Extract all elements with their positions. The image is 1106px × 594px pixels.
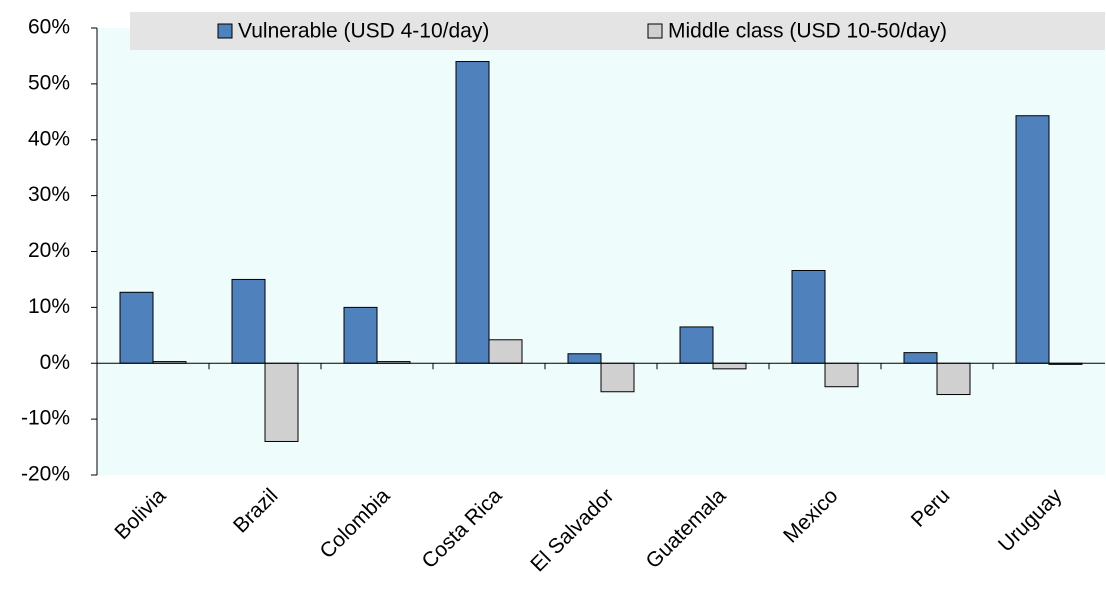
y-tick-label: 40%: [28, 127, 70, 150]
bar: [903, 352, 938, 364]
bar: [343, 306, 378, 364]
plot-area: [97, 28, 1105, 475]
legend-label: Middle class (USD 10-50/day): [668, 20, 947, 43]
bar: [231, 278, 266, 364]
y-tick-label: 0%: [40, 351, 70, 374]
legend-label: Vulnerable (USD 4-10/day): [238, 20, 489, 43]
x-tick-label: Costa Rica: [418, 484, 507, 573]
y-tick-label: 10%: [28, 295, 70, 318]
bar: [936, 362, 971, 396]
y-tick-label: 20%: [28, 239, 70, 262]
x-tick-label: Bolivia: [110, 484, 170, 544]
bar: [455, 61, 490, 364]
legend-swatch: [647, 23, 663, 39]
y-tick-label: 50%: [28, 71, 70, 94]
bar: [119, 291, 154, 364]
x-tick-label: Brazil: [229, 484, 282, 537]
x-tick-label: El Salvador: [526, 484, 618, 576]
x-tick-label: Peru: [907, 484, 955, 532]
y-tick-label: 30%: [28, 183, 70, 206]
y-tick-label: 60%: [28, 16, 70, 39]
legend-swatch: [217, 23, 233, 39]
bar: [264, 362, 299, 442]
bar: [679, 326, 714, 364]
bar: [712, 362, 747, 370]
bar: [600, 362, 635, 393]
bar: [824, 362, 859, 388]
x-tick-label: Mexico: [779, 484, 842, 547]
bar: [567, 353, 602, 364]
bar: [791, 269, 826, 364]
y-tick-label: -20%: [21, 463, 70, 486]
x-tick-label: Guatemala: [642, 484, 731, 573]
legend-box: [130, 12, 1105, 50]
bar: [488, 339, 523, 364]
bar: [1015, 115, 1050, 364]
x-tick-label: Uruguay: [994, 484, 1067, 557]
y-tick-label: -10%: [21, 407, 70, 430]
x-tick-label: Colombia: [315, 484, 394, 563]
